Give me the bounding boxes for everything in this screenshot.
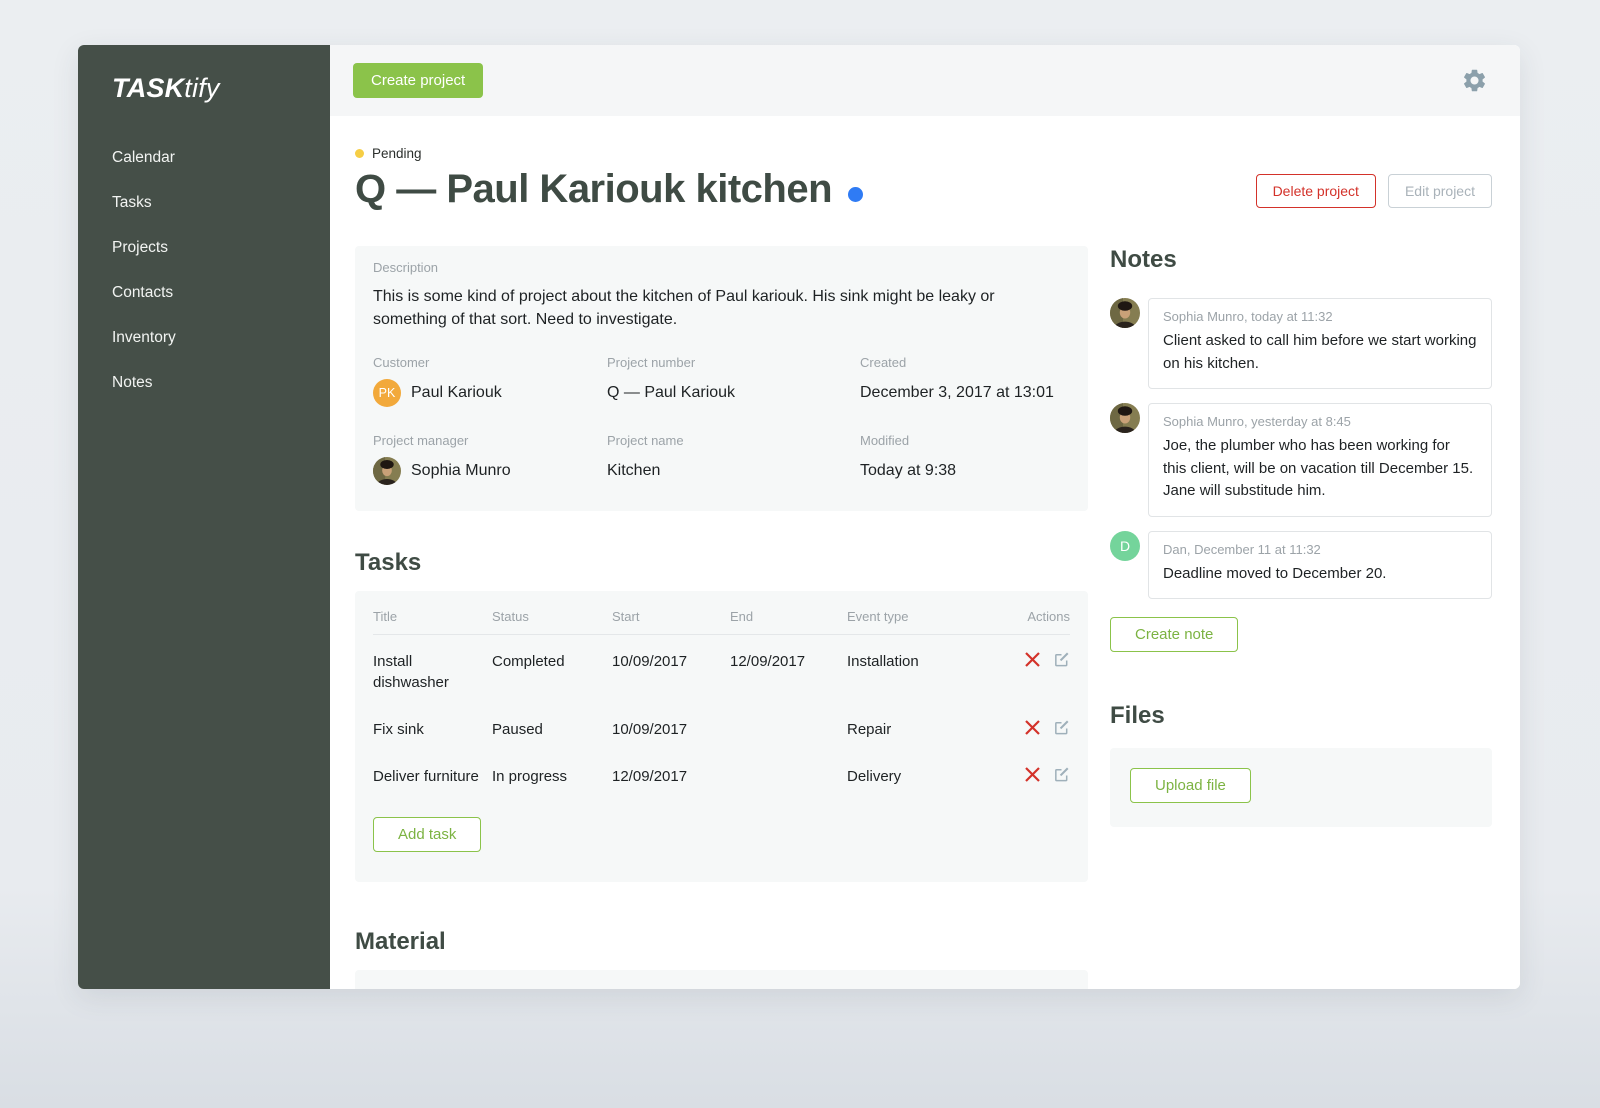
modified-value: Today at 9:38 — [860, 462, 957, 480]
edit-task-icon[interactable] — [1053, 766, 1070, 783]
content: Pending Q — Paul Kariouk kitchen Delete … — [330, 116, 1520, 989]
description-label: Description — [373, 260, 439, 275]
notes-heading: Notes — [1110, 246, 1177, 273]
description-card: Description This is some kind of project… — [355, 246, 1088, 512]
note-author-avatar — [1110, 298, 1140, 328]
list-item: Sophia Munro, yesterday at 8:45 Joe, the… — [1110, 403, 1492, 517]
field-created: Created December 3, 2017 at 13:01 — [860, 355, 1054, 402]
note-meta: Sophia Munro, today at 11:32 — [1163, 309, 1333, 324]
sidebar-item-contacts[interactable]: Contacts — [112, 284, 174, 301]
customer-avatar: PK — [373, 379, 401, 408]
list-item: D Dan, December 11 at 11:32 Deadline mov… — [1110, 530, 1492, 599]
project-name-value: Kitchen — [607, 462, 661, 480]
tasks-card: Title Status Start End Event type Action… — [355, 591, 1088, 883]
table-row: Deliver furniture In progress 12/09/2017… — [373, 750, 1070, 797]
topbar: Create project — [330, 45, 1520, 116]
manager-name: Sophia Munro — [411, 462, 511, 480]
delete-project-button[interactable]: Delete project — [1255, 174, 1376, 208]
manager-avatar — [373, 457, 401, 486]
material-card: Add material — [355, 970, 1088, 989]
files-card: Upload file — [1110, 748, 1492, 827]
app-window: TASKtify Calendar Tasks Projects Contact… — [78, 45, 1520, 989]
field-customer: Customer PK Paul Kariouk — [373, 355, 607, 408]
notes-list: Sophia Munro, today at 11:32 Client aske… — [1110, 298, 1492, 599]
sidebar-item-projects[interactable]: Projects — [112, 239, 168, 256]
left-column: Description This is some kind of project… — [355, 246, 1088, 989]
material-heading: Material — [355, 928, 446, 956]
title-blue-dot — [848, 187, 864, 202]
description-text: This is some kind of project about the k… — [373, 288, 995, 329]
note-text: Deadline moved to December 20. — [1163, 564, 1387, 582]
project-fields: Customer PK Paul Kariouk Project number … — [373, 355, 1070, 486]
edit-task-icon[interactable] — [1053, 651, 1070, 668]
sidebar-item-calendar[interactable]: Calendar — [112, 149, 175, 166]
note-author-avatar: D — [1110, 530, 1140, 561]
table-row: Fix sink Paused 10/09/2017 Repair — [373, 703, 1070, 750]
gear-icon[interactable] — [1461, 67, 1488, 94]
status-dot-pending — [355, 149, 364, 158]
sidebar-item-inventory[interactable]: Inventory — [112, 329, 176, 346]
project-header: Pending Q — Paul Kariouk kitchen Delete … — [355, 146, 1492, 212]
project-actions: Delete project Edit project — [1255, 174, 1492, 208]
field-modified: Modified Today at 9:38 — [860, 433, 957, 480]
list-item: Sophia Munro, today at 11:32 Client aske… — [1110, 298, 1492, 389]
page-title: Q — Paul Kariouk kitchen — [355, 167, 833, 211]
create-note-button[interactable]: Create note — [1110, 617, 1239, 652]
sidebar: TASKtify Calendar Tasks Projects Contact… — [78, 45, 330, 989]
sidebar-item-notes[interactable]: Notes — [112, 374, 153, 391]
upload-file-button[interactable]: Upload file — [1130, 768, 1251, 803]
right-column: Notes Sophia Munro, today at 11:32 Clien… — [1110, 246, 1492, 989]
note-author-avatar — [1110, 403, 1140, 433]
edit-project-button[interactable]: Edit project — [1387, 174, 1492, 208]
files-heading: Files — [1110, 702, 1165, 729]
note-text: Client asked to call him before we start… — [1163, 332, 1477, 372]
customer-name: Paul Kariouk — [411, 384, 502, 402]
edit-task-icon[interactable] — [1053, 719, 1070, 736]
delete-task-icon[interactable] — [1024, 766, 1041, 783]
table-row: Install dishwasher Completed 10/09/2017 … — [373, 635, 1070, 703]
created-value: December 3, 2017 at 13:01 — [860, 384, 1054, 402]
project-title-block: Pending Q — Paul Kariouk kitchen — [355, 146, 864, 212]
note-text: Joe, the plumber who has been working fo… — [1163, 437, 1474, 499]
main-area: Create project Pending Q — Paul Kariouk … — [330, 45, 1520, 989]
note-card: Dan, December 11 at 11:32 Deadline moved… — [1148, 530, 1492, 599]
page-title-line: Q — Paul Kariouk kitchen — [355, 167, 864, 212]
project-status: Pending — [355, 146, 863, 161]
logo-light: tify — [184, 73, 220, 103]
project-number-value: Q — Paul Kariouk — [607, 384, 736, 402]
app-logo: TASKtify — [112, 73, 330, 104]
delete-task-icon[interactable] — [1024, 651, 1041, 668]
sidebar-item-tasks[interactable]: Tasks — [112, 194, 152, 211]
status-label: Pending — [372, 146, 422, 161]
logo-bold: TASK — [112, 73, 185, 103]
create-project-button[interactable]: Create project — [353, 63, 484, 98]
note-meta: Dan, December 11 at 11:32 — [1163, 541, 1321, 557]
field-project-manager: Project manager Sophia Munro — [373, 433, 607, 486]
tasks-table-header: Title Status Start End Event type Action… — [373, 597, 1070, 636]
note-meta: Sophia Munro, yesterday at 8:45 — [1163, 414, 1351, 429]
delete-task-icon[interactable] — [1024, 719, 1041, 736]
note-card: Sophia Munro, today at 11:32 Client aske… — [1148, 298, 1492, 389]
add-task-button[interactable]: Add task — [373, 817, 482, 853]
field-project-name: Project name Kitchen — [607, 433, 684, 480]
field-project-number: Project number Q — Paul Kariouk — [607, 355, 736, 402]
tasks-heading: Tasks — [355, 549, 422, 577]
note-card: Sophia Munro, yesterday at 8:45 Joe, the… — [1148, 403, 1492, 517]
